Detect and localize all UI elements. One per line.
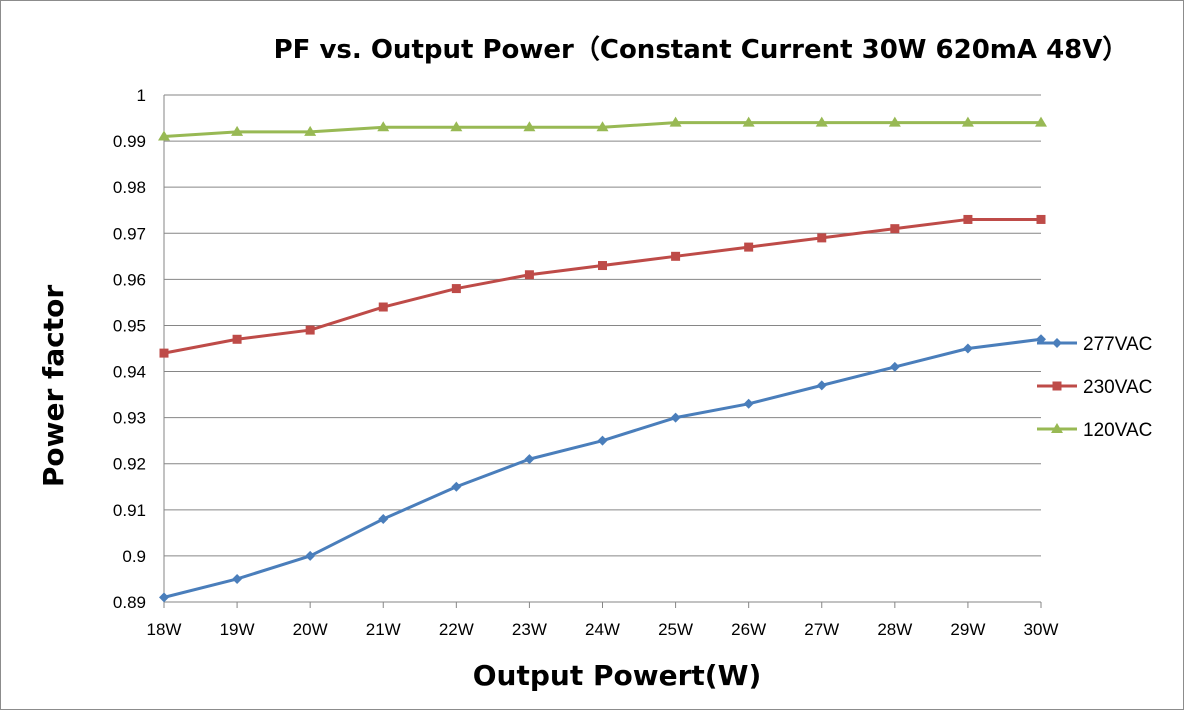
series-line-230vac (163, 217, 1041, 355)
y-tick-label: 0.97 (113, 224, 146, 243)
data-point-230vac (451, 284, 461, 294)
data-point-120vac (158, 130, 170, 141)
series-group (158, 116, 1047, 603)
data-point-230vac (744, 242, 754, 252)
y-tick-label: 0.99 (113, 132, 146, 151)
x-tick-label: 18W (147, 620, 182, 639)
gridlines (163, 94, 1041, 603)
data-point-277vac (743, 398, 754, 409)
legend-item-230vac: 230VAC (1037, 377, 1152, 398)
x-tick-label: 30W (1024, 620, 1059, 639)
data-point-277vac (232, 573, 243, 584)
y-tick-label: 0.92 (113, 455, 146, 474)
legend-item-277vac: 277VAC (1037, 334, 1152, 355)
series-120vac (158, 116, 1047, 141)
y-tick-label: 1 (137, 86, 146, 105)
data-point-120vac (304, 125, 317, 136)
data-point-230vac (232, 334, 242, 344)
legend-label: 120VAC (1083, 420, 1152, 441)
legend-item-120vac: 120VAC (1037, 420, 1152, 441)
y-tick-label: 0.9 (122, 547, 146, 566)
data-point-230vac (890, 224, 900, 234)
data-point-230vac (817, 233, 827, 243)
x-tick-label: 26W (731, 620, 766, 639)
legend-label: 230VAC (1083, 377, 1152, 398)
series-line-277vac (163, 337, 1042, 599)
legend-swatch-marker (1052, 338, 1062, 348)
y-tick-label: 0.95 (113, 316, 146, 335)
y-tick-label: 0.93 (113, 409, 146, 428)
x-tick-label: 20W (293, 620, 328, 639)
data-point-230vac (598, 261, 607, 271)
x-tick-label: 22W (439, 620, 474, 639)
series-230vac (159, 214, 1046, 358)
data-point-277vac (816, 380, 827, 391)
data-point-120vac (377, 121, 390, 132)
x-tick-label: 21W (366, 620, 401, 639)
legend-swatch-marker (1052, 381, 1062, 391)
data-point-120vac (742, 116, 755, 127)
legend-swatch-marker (1051, 423, 1063, 433)
data-point-277vac (305, 550, 316, 561)
x-axis-ticks: 18W 19W 20W 21W 22W 23W 24W 25W 26W 27W 28W 29W 30W (147, 602, 1059, 639)
data-point-120vac (596, 121, 609, 132)
data-point-277vac (962, 343, 973, 354)
data-point-230vac (305, 325, 315, 335)
data-point-230vac (378, 302, 388, 312)
data-point-277vac (889, 361, 900, 372)
data-point-277vac (378, 514, 389, 525)
y-axis-title: Power factor (37, 285, 70, 487)
data-point-230vac (963, 214, 973, 224)
x-tick-label: 24W (585, 620, 620, 639)
data-point-277vac (524, 454, 535, 465)
data-point-277vac (451, 481, 462, 492)
data-point-277vac (670, 412, 681, 423)
data-point-120vac (669, 116, 682, 127)
x-tick-label: 23W (512, 620, 547, 639)
y-tick-label: 0.98 (113, 178, 146, 197)
data-point-230vac (524, 270, 534, 280)
legend: 277VAC 230VAC 120VAC (1037, 334, 1152, 441)
data-point-120vac (523, 121, 536, 132)
x-tick-label: 29W (950, 620, 985, 639)
data-point-277vac (159, 592, 169, 603)
x-tick-label: 25W (658, 620, 693, 639)
data-point-120vac (1035, 116, 1047, 127)
data-point-230vac (159, 348, 169, 358)
data-point-230vac (1036, 214, 1046, 224)
y-tick-label: 0.94 (113, 363, 146, 382)
series-277vac (159, 334, 1046, 603)
y-axis-ticks: 0.89 0.9 0.91 0.92 0.93 0.94 0.95 0.96 0.97 0.98 0… (113, 86, 146, 612)
data-point-120vac (450, 121, 463, 132)
x-tick-label: 27W (804, 620, 839, 639)
data-point-277vac (597, 435, 608, 446)
legend-label: 277VAC (1083, 334, 1152, 355)
x-tick-label: 19W (220, 620, 255, 639)
y-tick-label: 0.89 (113, 593, 146, 612)
data-point-120vac (888, 116, 901, 127)
data-point-120vac (961, 116, 974, 127)
data-point-230vac (671, 251, 681, 261)
y-tick-label: 0.96 (113, 270, 146, 289)
y-tick-label: 0.91 (113, 501, 146, 520)
chart-title: PF vs. Output Power（Constant Current 30W… (274, 35, 1129, 65)
data-point-120vac (231, 125, 244, 136)
x-tick-label: 28W (877, 620, 912, 639)
x-axis-title: Output Powert(W) (473, 659, 762, 692)
data-point-120vac (815, 116, 828, 127)
